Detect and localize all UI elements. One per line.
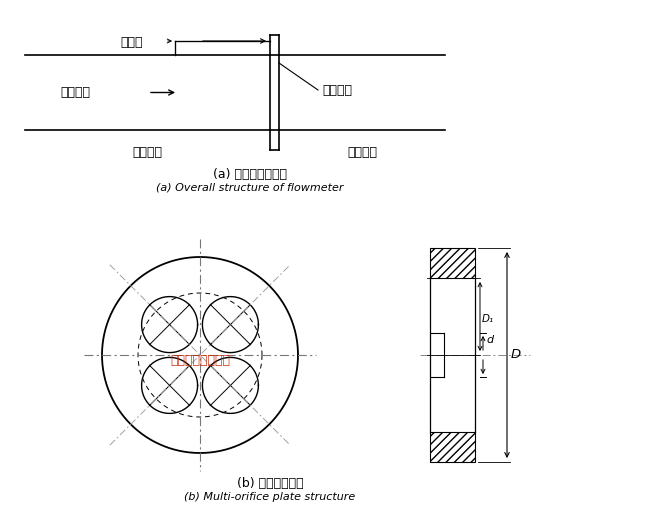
Text: 江苏华云流量计厂: 江苏华云流量计厂	[170, 353, 230, 367]
Bar	[430, 248, 475, 278]
Text: 取压口: 取压口	[120, 36, 143, 48]
Text: (a) Overall structure of flowmeter: (a) Overall structure of flowmeter	[156, 183, 344, 193]
Text: d: d	[486, 335, 493, 345]
Bar	[430, 432, 475, 462]
Text: (a) 流量计整体结构: (a) 流量计整体结构	[213, 168, 287, 181]
Text: 前直管段: 前直管段	[133, 146, 162, 159]
Text: D₁: D₁	[482, 314, 494, 323]
Text: 来流方向: 来流方向	[60, 86, 90, 99]
Text: 后直管段: 后直管段	[347, 146, 377, 159]
Text: 多孔孔板: 多孔孔板	[322, 83, 352, 96]
Text: (b) Multi-orifice plate structure: (b) Multi-orifice plate structure	[185, 492, 355, 502]
Text: D: D	[511, 349, 521, 362]
Text: (b) 多孔孔板结构: (b) 多孔孔板结构	[237, 477, 304, 490]
